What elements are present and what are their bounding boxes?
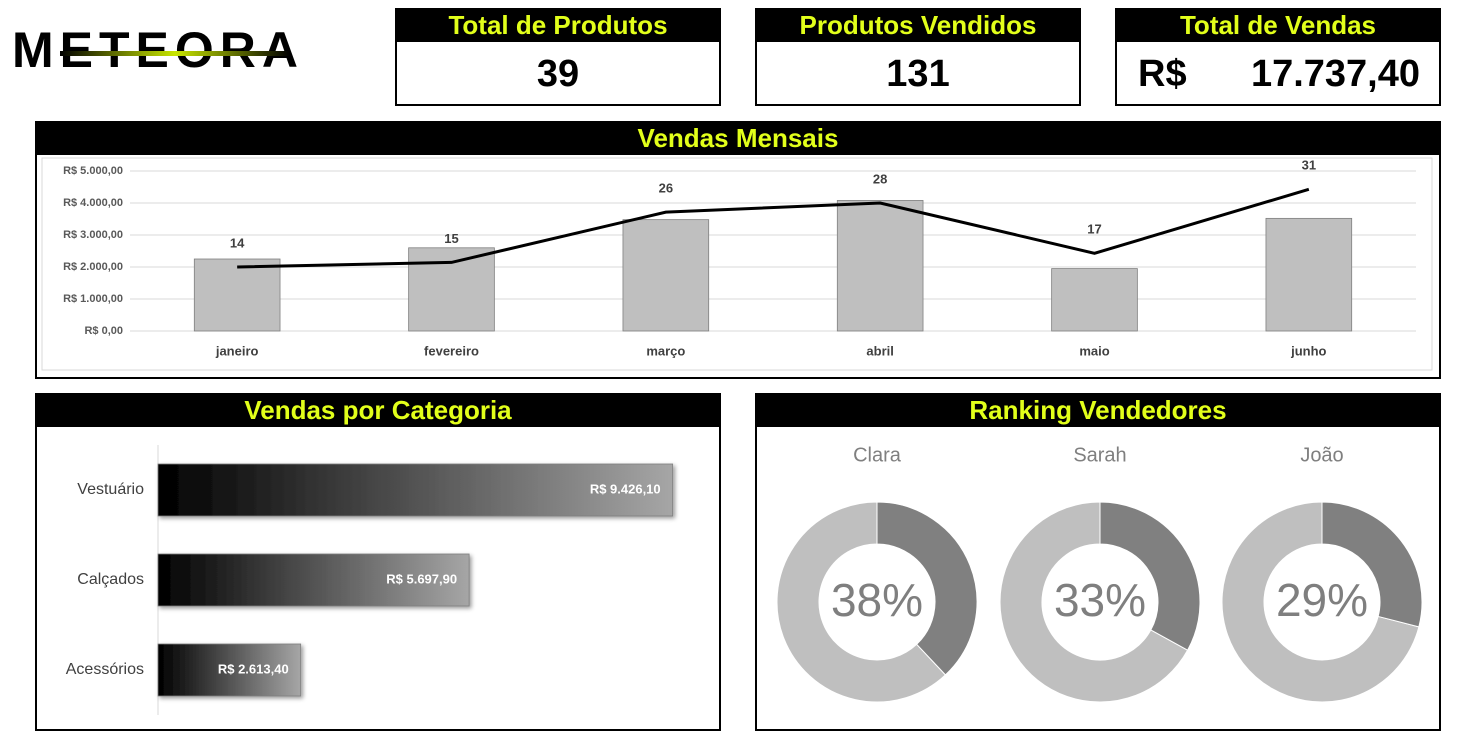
donut-remainder <box>999 501 1189 703</box>
plots: R$ 0,00 R$ 1.000,00 R$ 2.000,00 R$ 3.000,00… <box>63 158 1423 715</box>
kpi-title: Total de Produtos <box>448 10 667 40</box>
data-label: 28 <box>873 171 887 186</box>
kpi-value: 17.737,40 <box>1251 53 1420 95</box>
y-tick-label: R$ 0,00 <box>84 325 123 337</box>
kpi-title: Produtos Vendidos <box>800 10 1037 40</box>
y-tick-label: R$ 2.000,00 <box>63 261 123 273</box>
donut-segment <box>876 501 978 676</box>
x-tick-label: junho <box>1290 343 1326 358</box>
y-tick-label: R$ 1.000,00 <box>63 293 123 305</box>
x-tick-label: março <box>646 343 685 358</box>
seller-name: Clara <box>853 444 902 466</box>
bar <box>622 219 710 332</box>
donut-segment <box>1321 501 1423 628</box>
data-label: 26 <box>659 181 673 196</box>
x-tick-label: maio <box>1079 343 1109 358</box>
x-tick-label: abril <box>866 343 893 358</box>
bar <box>408 247 495 332</box>
logo: METEORA <box>12 22 304 78</box>
panel: Vendas Mensais <box>35 121 1441 379</box>
seller-name: Sarah <box>1073 444 1126 466</box>
donut-label: 29% <box>1276 574 1368 626</box>
donut-remainder <box>776 501 947 703</box>
chart-title: Vendas Mensais <box>638 123 839 153</box>
bar <box>157 463 674 517</box>
bar <box>836 200 924 332</box>
kpi-value: 131 <box>886 53 949 95</box>
chart-title: Ranking Vendedores <box>969 395 1226 425</box>
x-tick-label: fevereiro <box>424 343 479 358</box>
panel: Vendas por Categoria <box>35 393 721 731</box>
kpi-card: Total de Vendas R$ 17.737,40 <box>1115 8 1441 106</box>
y-tick-label: R$ 4.000,00 <box>63 197 123 209</box>
y-tick-label: Vestuário <box>77 481 144 498</box>
donut-label: 38% <box>831 574 923 626</box>
kpi-value: 39 <box>537 53 579 95</box>
bar <box>1265 217 1353 332</box>
seller-name: João <box>1300 444 1343 466</box>
chart-title: Vendas por Categoria <box>244 395 512 425</box>
kpi-card: Produtos Vendidos 131 <box>755 8 1081 106</box>
data-label: 14 <box>230 235 245 250</box>
bar <box>1051 268 1138 332</box>
donut-segment <box>1099 501 1201 651</box>
data-label: R$ 5.697,90 <box>386 571 457 586</box>
bar <box>157 643 302 697</box>
kpi-currency: R$ <box>1138 53 1187 95</box>
y-tick-label: R$ 5.000,00 <box>63 165 123 177</box>
y-tick-label: R$ 3.000,00 <box>63 229 123 241</box>
data-label: R$ 2.613,40 <box>218 661 289 676</box>
y-tick-label: Calçados <box>77 571 144 588</box>
data-label: 31 <box>1302 158 1316 173</box>
x-tick-label: janeiro <box>215 343 259 358</box>
bar <box>157 553 470 607</box>
donut-label: 33% <box>1054 574 1146 626</box>
kpi-card: Total de Produtos 39 <box>395 8 721 106</box>
donut-remainder <box>1221 501 1420 703</box>
kpi-title: Total de Vendas <box>1180 10 1376 40</box>
logo-line <box>60 51 290 56</box>
y-tick-label: Acessórios <box>66 661 144 678</box>
line <box>237 187 1310 269</box>
data-label: R$ 9.426,10 <box>590 481 661 496</box>
data-label: 15 <box>444 231 458 246</box>
data-label: 17 <box>1087 222 1101 237</box>
bar <box>193 258 281 332</box>
